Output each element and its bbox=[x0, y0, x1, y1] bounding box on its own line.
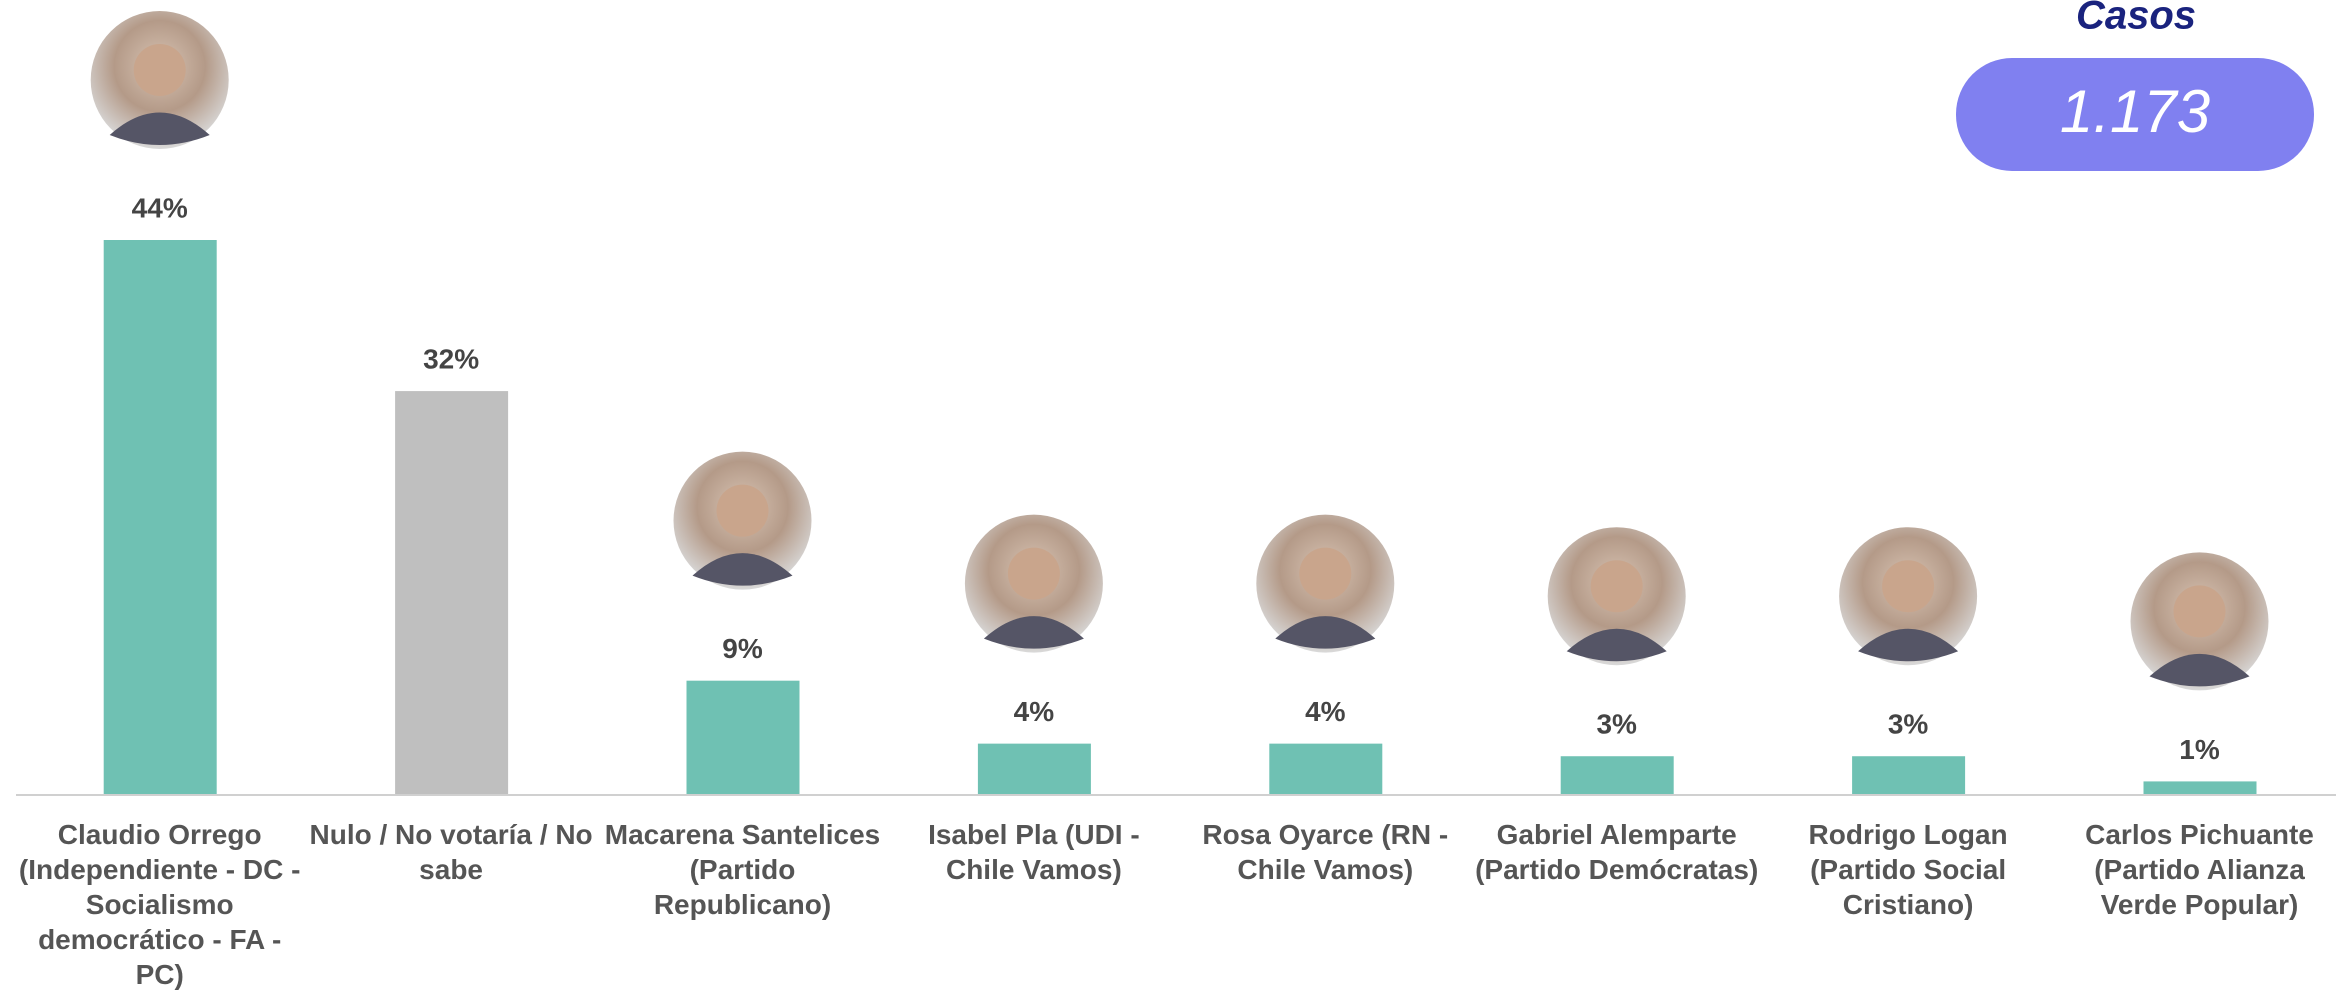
value-label: 3% bbox=[1888, 709, 1929, 740]
photo-shoulders bbox=[692, 553, 793, 586]
photo-head bbox=[133, 44, 186, 96]
bar bbox=[1560, 756, 1674, 794]
photo-shoulders bbox=[983, 616, 1084, 649]
photo-shoulders bbox=[1566, 628, 1667, 662]
bar bbox=[1852, 756, 1966, 794]
bar bbox=[395, 391, 509, 794]
photo-shoulders bbox=[1275, 616, 1376, 649]
photo-head bbox=[1299, 547, 1352, 600]
value-label: 1% bbox=[2179, 734, 2220, 765]
photo-head bbox=[716, 484, 769, 537]
x-tick-label: Gabriel Alemparte (Partido Demócratas) bbox=[1475, 819, 1759, 885]
bar bbox=[1269, 743, 1383, 794]
photo-shoulders bbox=[2149, 653, 2250, 687]
cases-pill bbox=[1956, 58, 2314, 171]
value-label: 44% bbox=[132, 192, 188, 223]
photo-shoulders bbox=[1858, 628, 1959, 662]
cases-value: 1.173 bbox=[2060, 78, 2210, 145]
x-tick-label: Carlos Pichuante (Partido Alianza Verde … bbox=[2085, 819, 2314, 920]
bar bbox=[2143, 781, 2257, 794]
photo-shoulders bbox=[109, 112, 210, 145]
value-label: 32% bbox=[423, 343, 479, 374]
x-tick-label: Rosa Oyarce (RN - Chile Vamos) bbox=[1202, 819, 1449, 885]
bar bbox=[686, 680, 800, 794]
bar bbox=[977, 743, 1091, 794]
photo-head bbox=[1882, 560, 1935, 613]
bar bbox=[103, 240, 217, 794]
photo-head bbox=[1590, 560, 1643, 613]
photo-head bbox=[2173, 585, 2226, 638]
x-tick-label: Isabel Pla (UDI - Chile Vamos) bbox=[928, 819, 1140, 885]
value-label: 4% bbox=[1305, 696, 1346, 727]
value-label: 4% bbox=[1014, 696, 1055, 727]
x-tick-label: Rodrigo Logan (Partido Social Cristiano) bbox=[1808, 819, 2008, 920]
photo-head bbox=[1007, 547, 1060, 600]
x-tick-label: Macarena Santelices (Partido Republicano… bbox=[604, 819, 881, 920]
x-tick-label: Nulo / No votaría / No sabe bbox=[309, 819, 593, 885]
value-label: 3% bbox=[1596, 709, 1637, 740]
value-label: 9% bbox=[722, 633, 763, 664]
x-tick-label: Claudio Orrego (Independiente - DC - Soc… bbox=[18, 819, 301, 990]
cases-title: Casos bbox=[2076, 0, 2196, 38]
